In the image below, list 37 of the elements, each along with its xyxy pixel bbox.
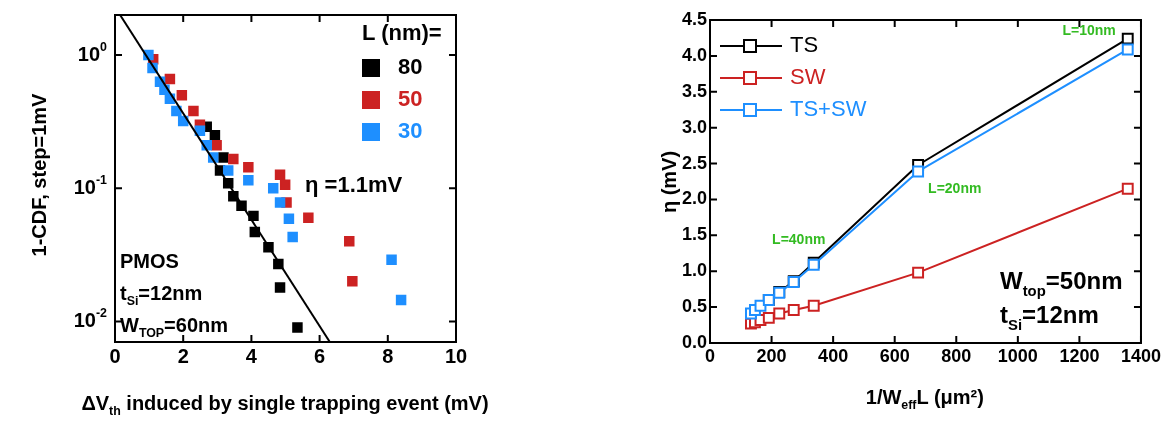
x-tick-label: 6 <box>314 344 326 367</box>
x-tick-label: 4 <box>245 344 258 367</box>
y-tick-label: 3.5 <box>681 80 707 101</box>
legend-label: 80 <box>398 54 423 80</box>
y-tick-label: 4.0 <box>681 44 707 65</box>
x-tick-label: 1200 <box>1059 345 1100 366</box>
x-tick-label: 1000 <box>997 345 1038 366</box>
x-tick-label: 200 <box>756 345 787 366</box>
legend-title: L (nm)= <box>362 20 442 46</box>
annotation: η =1.1mV <box>305 172 403 198</box>
y-tick-label: 1.5 <box>681 224 707 245</box>
x-tick-label: 10 <box>444 344 468 367</box>
y-tick-label: 1.0 <box>681 260 707 281</box>
y-tick-label: 2.5 <box>681 152 707 173</box>
annotation: PMOS <box>120 249 179 272</box>
y-axis-title: 1-CDF, step=1mV <box>27 92 50 257</box>
y-tick-label: 0.0 <box>681 331 707 352</box>
legend-label: 30 <box>398 118 423 144</box>
y-tick-label: 0.5 <box>681 296 707 317</box>
y-tick-label: 2.0 <box>681 188 707 209</box>
x-tick-label: 400 <box>818 345 849 366</box>
y-tick-label: 4.5 <box>681 8 707 29</box>
x-tick-label: 800 <box>941 345 972 366</box>
legend-label: 50 <box>398 86 423 112</box>
y-axis-title: η (mV) <box>657 150 680 214</box>
legend-label: SW <box>790 64 826 90</box>
annotation: L=40nm <box>772 231 826 248</box>
x-tick-label: 600 <box>879 345 910 366</box>
x-tick-label: 8 <box>382 344 394 367</box>
x-tick-label: 1400 <box>1120 345 1161 366</box>
x-tick-label: 2 <box>177 344 189 367</box>
legend-label: TS <box>790 32 819 58</box>
x-tick-label: 0 <box>109 344 121 367</box>
legend-label: TS+SW <box>790 96 867 122</box>
annotation: L=20nm <box>928 180 982 197</box>
annotation: L=10nm <box>1062 21 1116 38</box>
y-tick-label: 3.0 <box>681 116 707 137</box>
